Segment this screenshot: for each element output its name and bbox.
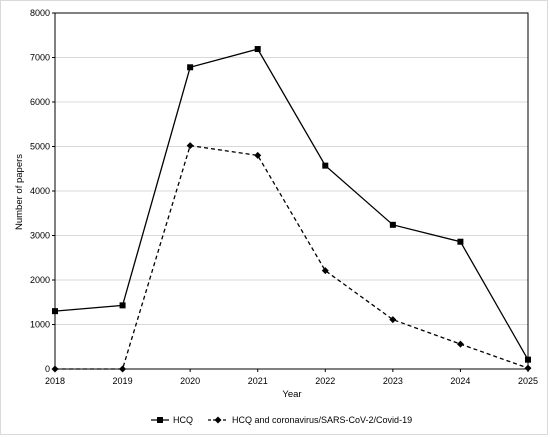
x-axis-title: Year (282, 389, 301, 400)
x-tick-label-2020: 2020 (180, 376, 200, 386)
label-layer: 0 1000 2000 3000 4000 5000 6000 7000 8000 2018 201… (30, 8, 538, 386)
legend-item-hcq: HCQ (151, 415, 193, 425)
grid-layer (55, 57, 528, 325)
x-tick-label-2019: 2019 (113, 376, 133, 386)
series-1-point-2025 (524, 364, 532, 372)
legend-item-hcq-coronavirus: HCQ and coronavirus/SARS-CoV-2/Covid-19 (208, 415, 412, 425)
series-0-point-2024 (457, 238, 464, 245)
series-0-point-2025 (525, 356, 531, 363)
y-tick-label-6000: 6000 (30, 97, 50, 107)
series-1-point-2024 (456, 340, 464, 348)
series-1-point-2020 (186, 142, 194, 150)
series-0-point-2020 (187, 64, 194, 71)
y-tick-label-2000: 2000 (30, 275, 50, 285)
y-axis-title: Number of papers (14, 154, 25, 230)
y-tick-label-5000: 5000 (30, 142, 50, 152)
legend-marker-diamond (214, 416, 222, 424)
series-1-point-2019 (119, 365, 127, 373)
x-tick-label-2018: 2018 (45, 376, 65, 386)
y-tick-label-8000: 8000 (30, 8, 50, 18)
axis-layer (52, 12, 529, 372)
legend-marker-square (157, 417, 163, 423)
series-1-point-2018 (51, 365, 59, 373)
series-line-0 (54, 48, 529, 360)
x-tick-label-2022: 2022 (315, 376, 335, 386)
series-line-1 (55, 144, 529, 370)
series-1-point-2022 (321, 267, 329, 275)
series-1-point-2023 (389, 316, 397, 324)
series-0-point-2022 (322, 162, 329, 169)
series-layer (51, 46, 532, 373)
x-tick-label-2025: 2025 (518, 376, 538, 386)
x-tick-label-2024: 2024 (450, 376, 470, 386)
y-tick-label-0: 0 (45, 364, 50, 374)
legend-label-hcq: HCQ (173, 415, 193, 425)
series-0-point-2023 (389, 221, 396, 228)
y-tick-label-4000: 4000 (30, 186, 50, 196)
y-tick-label-3000: 3000 (30, 231, 50, 241)
y-tick-label-1000: 1000 (30, 320, 50, 330)
series-0-point-2021 (254, 46, 261, 53)
series-0-point-2019 (119, 302, 126, 309)
x-tick-label-2021: 2021 (248, 376, 268, 386)
y-tick-label-7000: 7000 (30, 53, 50, 63)
legend-label-hcq-coronavirus: HCQ and coronavirus/SARS-CoV-2/Covid-19 (232, 415, 412, 425)
legend: HCQ HCQ and coronavirus/SARS-CoV-2/Covid… (151, 415, 412, 425)
series-0-point-2018 (52, 308, 58, 315)
series-1-point-2021 (254, 151, 262, 159)
x-tick-label-2023: 2023 (383, 376, 403, 386)
